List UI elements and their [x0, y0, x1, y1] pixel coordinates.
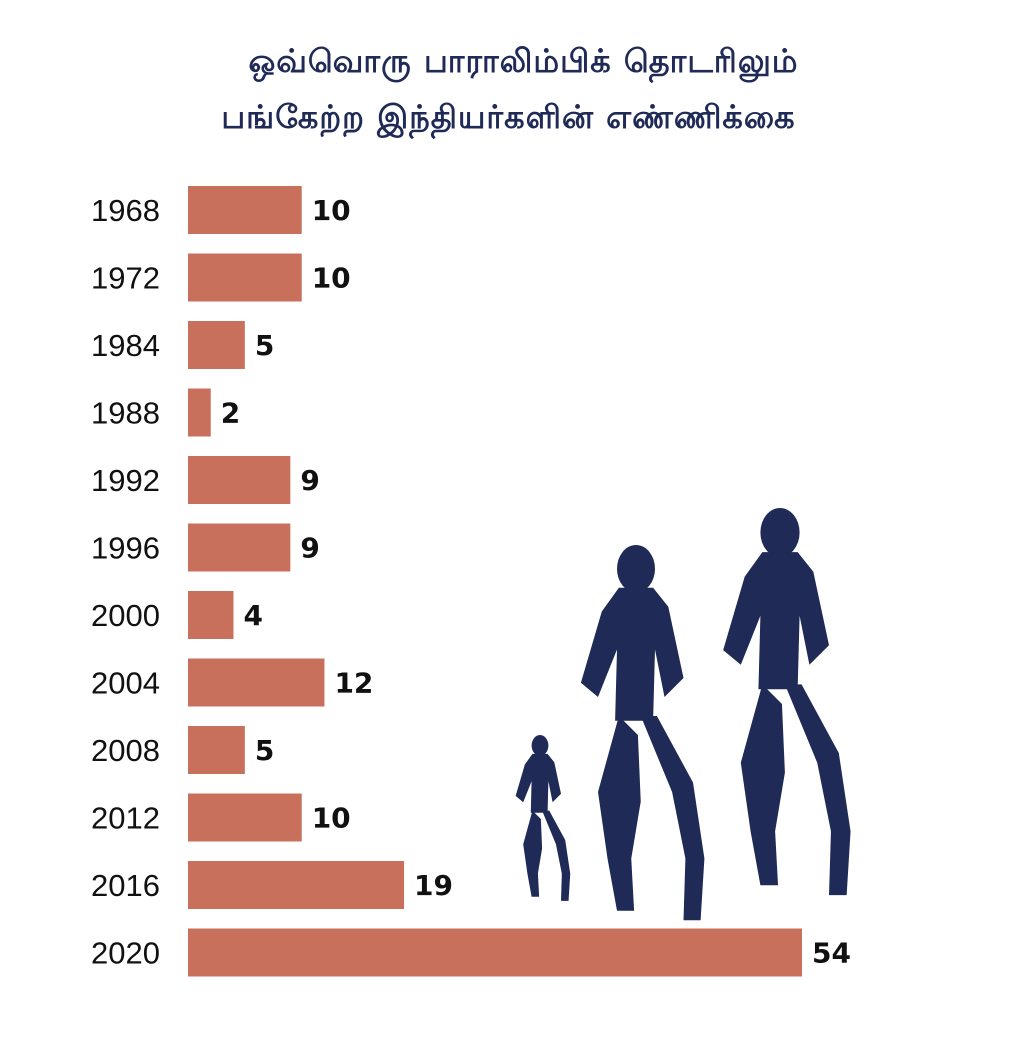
category-label: 1992 — [91, 463, 160, 498]
bar — [188, 321, 245, 369]
value-label: 10 — [312, 194, 351, 227]
bar — [188, 388, 211, 437]
runner-silhouette-medium-icon — [580, 545, 705, 921]
bar — [188, 861, 405, 909]
chart-title-line-1: ஒவ்வொரு பாராலிம்பிக் தொடரிலும் — [248, 42, 799, 80]
category-label: 1996 — [91, 531, 160, 566]
value-label: 2 — [221, 397, 240, 430]
bar — [188, 186, 302, 234]
category-label: 1988 — [91, 396, 160, 431]
category-label: 2000 — [91, 598, 160, 633]
value-label: 9 — [300, 464, 319, 497]
value-label: 10 — [312, 802, 351, 835]
value-label: 9 — [300, 532, 319, 565]
value-label: 5 — [255, 734, 274, 767]
category-label: 2016 — [91, 868, 160, 903]
chart-title-line-2: பங்கேற்ற இந்தியர்களின் எண்ணிக்கை — [221, 98, 796, 136]
bar — [188, 726, 245, 774]
bar — [188, 523, 291, 572]
bar — [188, 253, 302, 302]
value-label: 5 — [255, 329, 274, 362]
value-label: 54 — [812, 937, 851, 970]
category-label: 2004 — [91, 666, 160, 701]
category-label: 1968 — [91, 193, 160, 228]
bar — [188, 591, 234, 639]
value-label: 10 — [312, 262, 351, 295]
bar — [188, 658, 325, 707]
value-label: 4 — [243, 599, 262, 632]
category-label: 2008 — [91, 733, 160, 768]
runner-silhouette-large-icon — [723, 508, 851, 896]
bar — [188, 793, 302, 842]
category-label: 2020 — [91, 936, 160, 971]
runner-silhouette-small-icon — [515, 735, 571, 901]
category-label: 1984 — [91, 328, 160, 363]
bar — [188, 456, 291, 504]
value-label: 12 — [334, 667, 373, 700]
category-label: 2012 — [91, 801, 160, 836]
bar — [188, 928, 802, 977]
category-label: 1972 — [91, 261, 160, 296]
value-label: 19 — [414, 869, 453, 902]
bars-layer: 1968 10 1972 10 1984 5 1988 2 1992 9 1996 9 2000 4 200… — [91, 186, 851, 977]
